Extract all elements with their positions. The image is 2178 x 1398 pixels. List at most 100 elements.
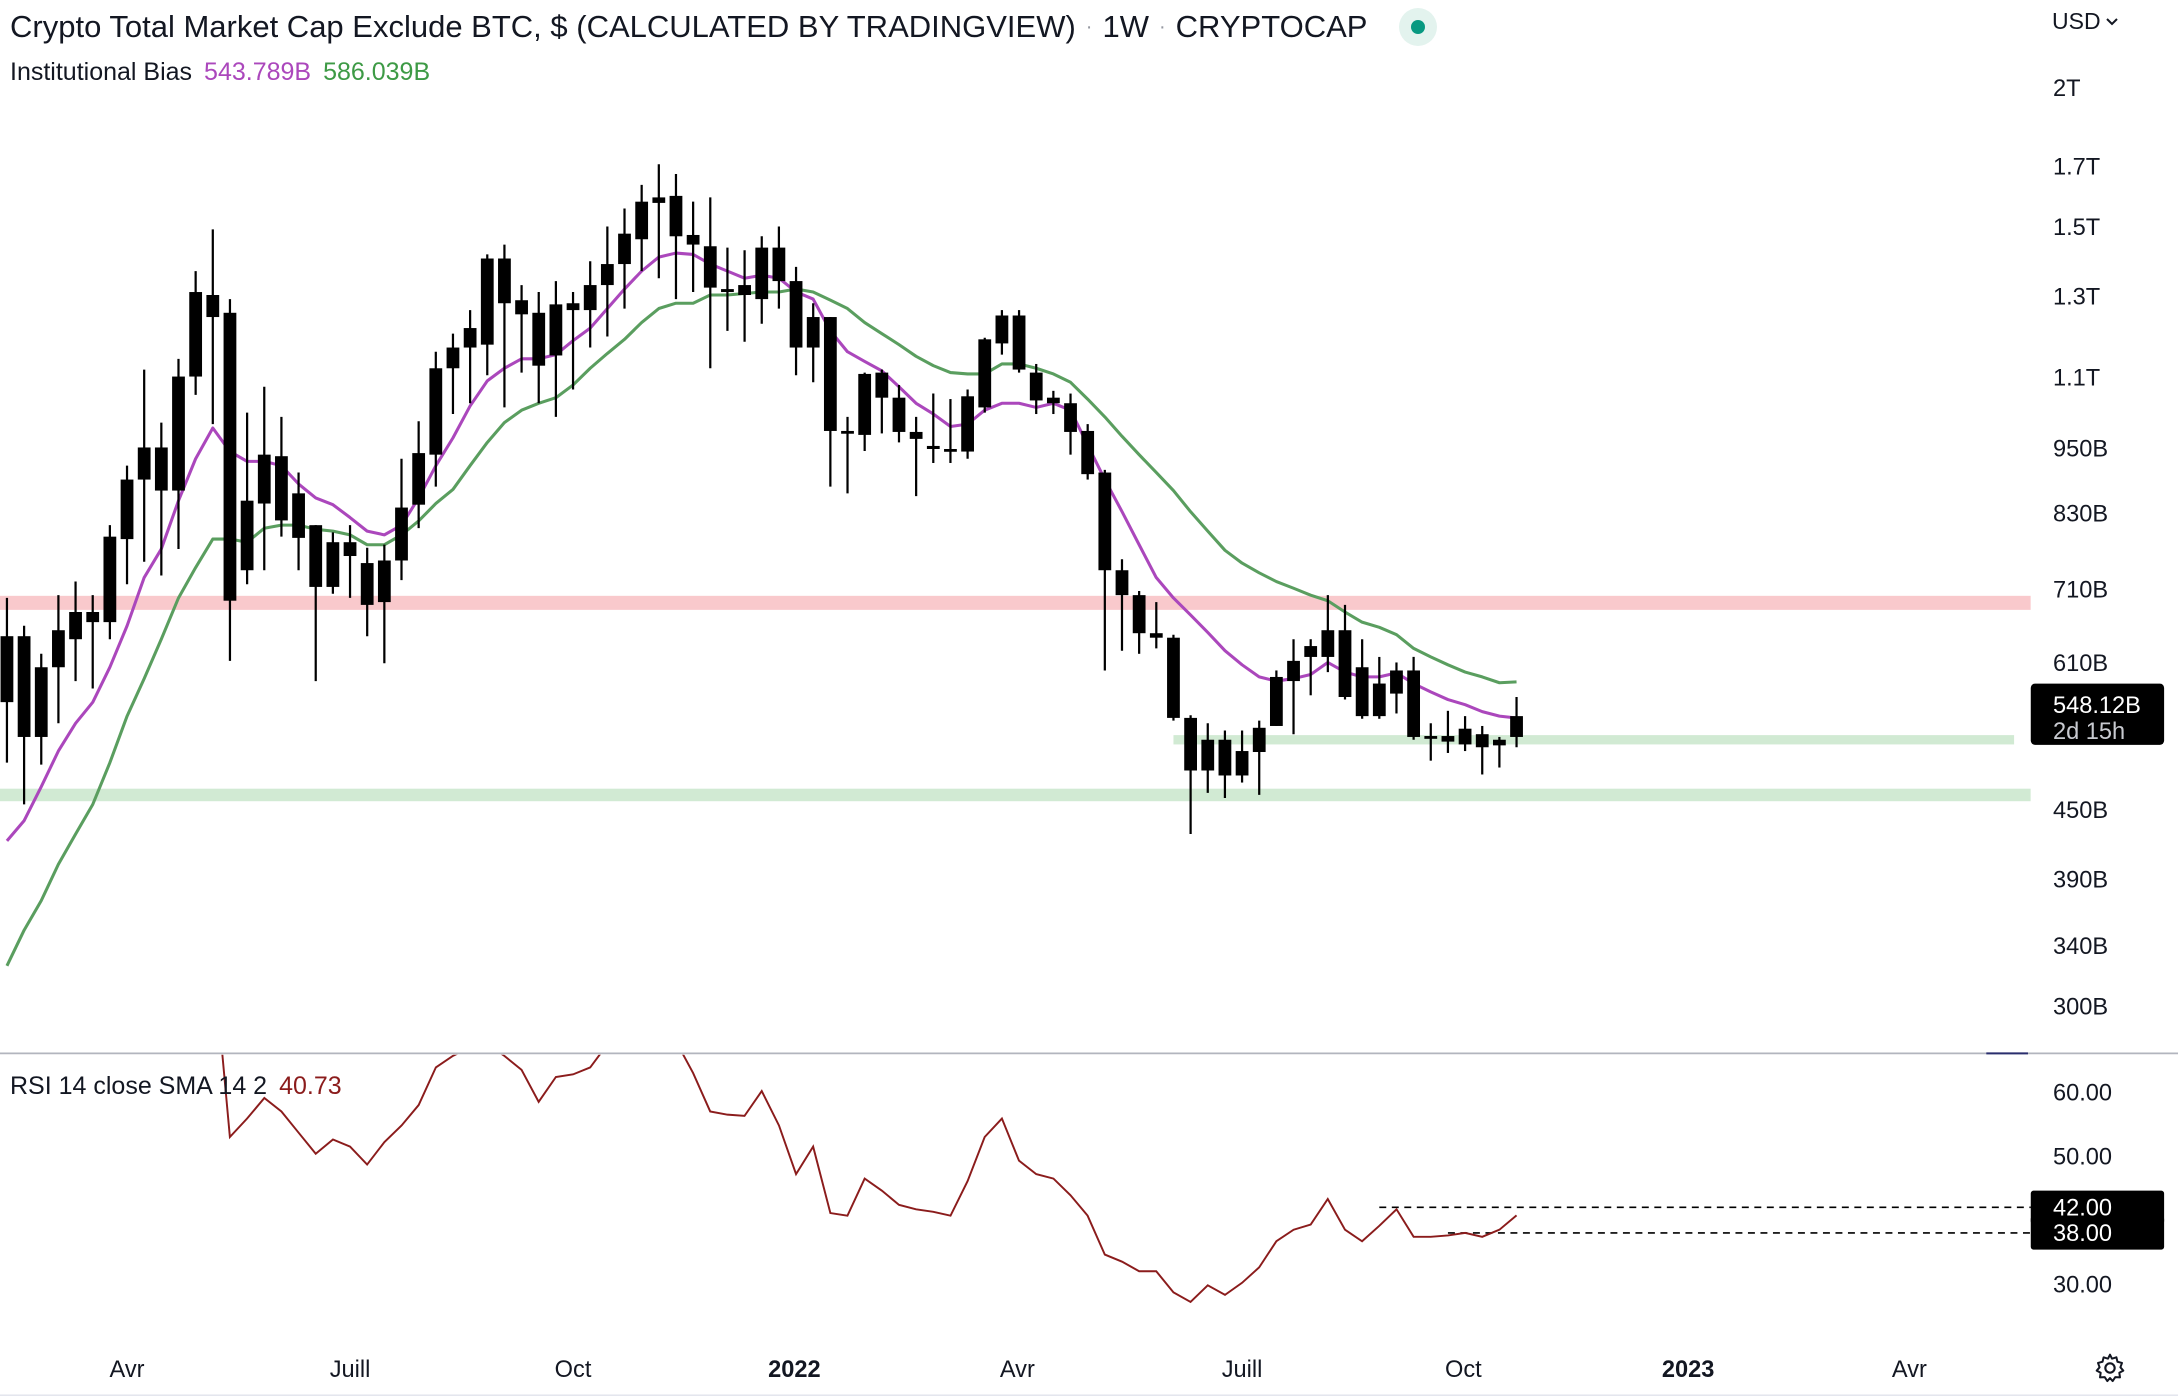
candle[interactable] xyxy=(1149,602,1163,649)
candle[interactable] xyxy=(1269,670,1283,726)
indicator-name[interactable]: Institutional Bias xyxy=(10,58,193,86)
candle[interactable] xyxy=(1132,591,1146,654)
candle[interactable] xyxy=(429,351,443,487)
exchange-label[interactable]: CRYPTOCAP xyxy=(1175,9,1368,44)
candle[interactable] xyxy=(1115,559,1129,651)
candle[interactable] xyxy=(583,261,597,348)
candle[interactable] xyxy=(1287,639,1300,735)
candle[interactable] xyxy=(1510,696,1523,748)
candle[interactable] xyxy=(480,254,494,376)
candle[interactable] xyxy=(257,386,271,571)
candle[interactable] xyxy=(566,292,580,390)
candle[interactable] xyxy=(944,399,957,463)
candle[interactable] xyxy=(120,465,134,585)
candle[interactable] xyxy=(154,422,168,576)
candle[interactable] xyxy=(137,369,151,562)
candle[interactable] xyxy=(789,266,803,376)
candle[interactable] xyxy=(412,421,426,529)
candle[interactable] xyxy=(600,226,614,337)
market-open-status-icon[interactable] xyxy=(1399,8,1438,46)
candle[interactable] xyxy=(1201,723,1215,793)
rsi-legend[interactable]: RSI 14 close SMA 14 2 40.73 xyxy=(10,1072,342,1101)
currency-selector[interactable]: USD xyxy=(2052,8,2119,35)
candle[interactable] xyxy=(240,412,254,585)
candle[interactable] xyxy=(1167,634,1180,721)
candle[interactable] xyxy=(86,595,100,689)
candle[interactable] xyxy=(892,384,906,443)
candle[interactable] xyxy=(1046,390,1060,415)
candle[interactable] xyxy=(515,285,528,373)
candle[interactable] xyxy=(961,389,974,459)
candle[interactable] xyxy=(669,173,683,300)
settings-gear-icon[interactable] xyxy=(2094,1352,2126,1384)
candle[interactable] xyxy=(1492,736,1506,768)
candle[interactable] xyxy=(806,303,820,383)
candle[interactable] xyxy=(858,372,872,452)
candle[interactable] xyxy=(1235,730,1249,783)
candle[interactable] xyxy=(446,333,460,415)
rsi-line[interactable] xyxy=(221,1009,1518,1304)
candle[interactable] xyxy=(275,416,288,537)
candle[interactable] xyxy=(1475,725,1489,775)
candle[interactable] xyxy=(206,229,220,425)
candle[interactable] xyxy=(823,317,837,487)
candle[interactable] xyxy=(172,358,185,550)
candle[interactable] xyxy=(1407,656,1421,740)
candle[interactable] xyxy=(1184,715,1197,835)
candle[interactable] xyxy=(1321,595,1335,673)
support-zone[interactable] xyxy=(1173,735,2015,745)
candle[interactable] xyxy=(343,525,357,598)
candle[interactable] xyxy=(69,581,82,682)
candle[interactable] xyxy=(1218,730,1232,799)
candle[interactable] xyxy=(875,369,889,434)
candle[interactable] xyxy=(103,525,117,640)
interval-label[interactable]: 1W xyxy=(1102,9,1149,44)
candle[interactable] xyxy=(1390,662,1403,714)
candle[interactable] xyxy=(0,597,14,763)
candle[interactable] xyxy=(463,310,477,404)
candle[interactable] xyxy=(618,208,631,309)
candle[interactable] xyxy=(1098,469,1112,671)
candle[interactable] xyxy=(995,310,1009,355)
candle[interactable] xyxy=(52,595,65,724)
candle[interactable] xyxy=(909,416,923,497)
candle[interactable] xyxy=(1372,656,1386,719)
candle[interactable] xyxy=(721,247,734,331)
candle[interactable] xyxy=(1355,639,1369,719)
candle[interactable] xyxy=(738,250,751,342)
candle[interactable] xyxy=(326,532,340,594)
candle[interactable] xyxy=(549,281,563,417)
indicator-legend[interactable]: Institutional Bias 543.789B 586.039B xyxy=(10,58,430,87)
candle[interactable] xyxy=(377,544,391,664)
candle[interactable] xyxy=(1012,310,1026,373)
candle[interactable] xyxy=(1338,604,1352,700)
candle[interactable] xyxy=(978,337,992,413)
candle[interactable] xyxy=(395,458,408,581)
candle[interactable] xyxy=(652,164,666,279)
candle[interactable] xyxy=(223,299,237,661)
candle[interactable] xyxy=(635,184,649,272)
candle[interactable] xyxy=(841,416,854,494)
candle[interactable] xyxy=(532,292,546,404)
candle[interactable] xyxy=(17,625,31,805)
candle[interactable] xyxy=(360,547,374,637)
candle[interactable] xyxy=(772,226,786,309)
support-zone[interactable] xyxy=(0,788,2031,802)
candle[interactable] xyxy=(309,525,323,682)
candle[interactable] xyxy=(1029,363,1043,415)
candle[interactable] xyxy=(1081,424,1095,480)
price-axis[interactable]: 2T 1.7T 1.5T 1.3T 1.1T 950B 830B 710B 610B 450B 39… xyxy=(2030,76,2165,1021)
symbol-title[interactable]: Crypto Total Market Cap Exclude BTC, $ (… xyxy=(10,9,1076,44)
resistance-zone[interactable] xyxy=(0,595,2031,610)
candle[interactable] xyxy=(1304,639,1318,696)
candle[interactable] xyxy=(34,653,48,765)
candle[interactable] xyxy=(703,197,717,369)
candle[interactable] xyxy=(1458,716,1472,752)
time-axis[interactable]: Avr Juill Oct 2022 Avr Juill Oct 2023 Avr xyxy=(110,1357,1927,1383)
candle[interactable] xyxy=(498,244,511,408)
candle[interactable] xyxy=(1441,710,1455,753)
rsi-level-badge[interactable] xyxy=(2030,1190,2165,1225)
candle[interactable] xyxy=(1424,723,1438,761)
